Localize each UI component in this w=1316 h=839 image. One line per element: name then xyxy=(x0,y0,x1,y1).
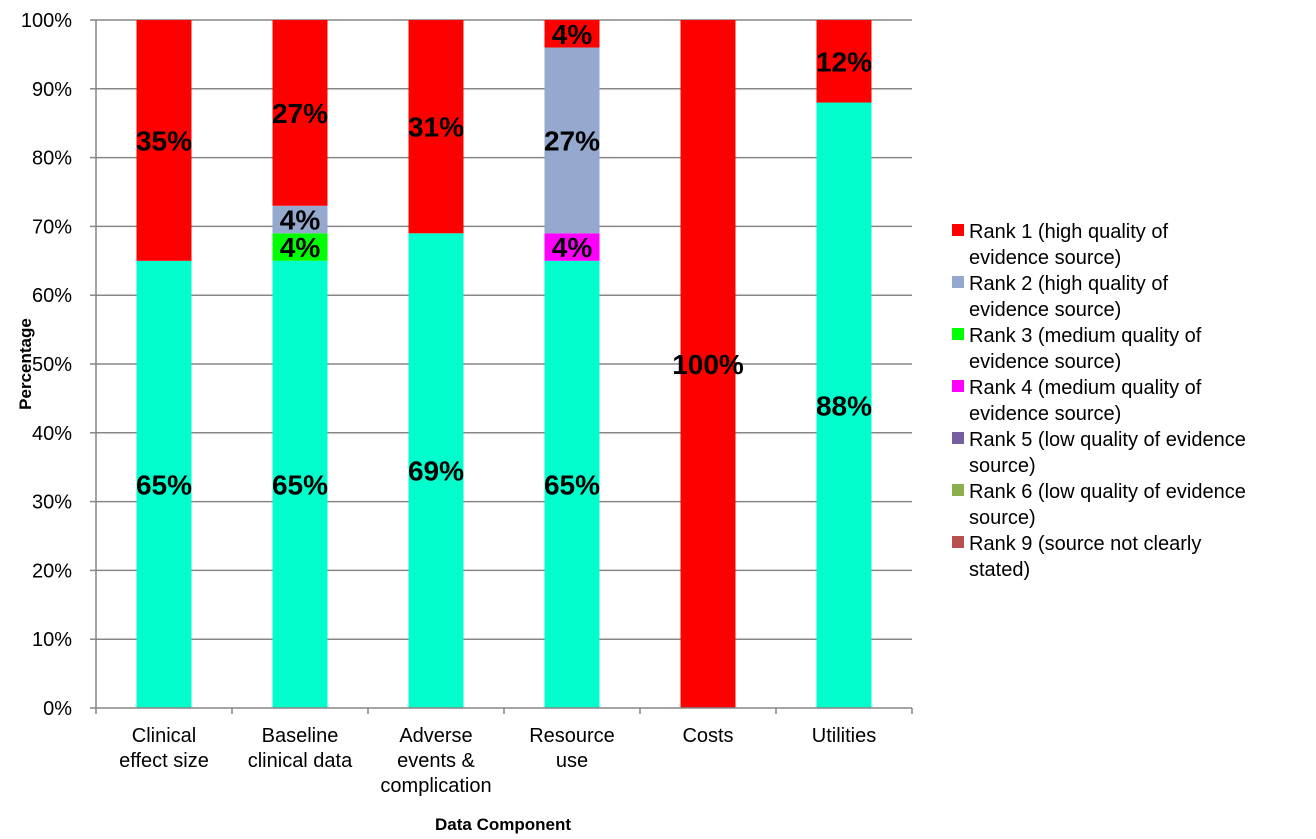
bar-segment xyxy=(544,260,600,708)
bar-segment xyxy=(136,260,192,708)
legend-item: Rank 3 (medium quality of evidence sourc… xyxy=(952,323,1312,375)
legend-swatch xyxy=(952,224,964,236)
data-label: 12% xyxy=(816,46,872,77)
x-category-label: Clinical effect size xyxy=(119,725,209,772)
data-label: 4% xyxy=(280,205,321,236)
data-labels: 65%35%65%4%4%27%69%31%65%4%27%4%100%88%1… xyxy=(136,19,872,501)
bar-segment xyxy=(136,20,192,261)
y-tick-label: 70% xyxy=(32,216,72,238)
y-tick-label: 40% xyxy=(32,423,72,445)
legend-item: Rank 2 (high quality of evidence source) xyxy=(952,271,1312,323)
y-tick-label: 20% xyxy=(32,560,72,582)
legend-label: Rank 6 (low quality of evidence source) xyxy=(969,481,1246,529)
x-category-label: Adverse events & complication xyxy=(380,725,491,797)
legend-label: Rank 4 (medium quality of evidence sourc… xyxy=(969,377,1202,425)
data-label: 88% xyxy=(816,390,872,421)
bar-segment xyxy=(408,20,464,234)
y-tick-label: 0% xyxy=(43,698,72,720)
legend-item: Rank 5 (low quality of evidence source) xyxy=(952,427,1312,479)
legend-swatch xyxy=(952,484,964,496)
y-tick-label: 100% xyxy=(21,10,72,32)
data-label: 27% xyxy=(544,125,600,156)
data-label: 4% xyxy=(280,232,321,263)
data-label: 4% xyxy=(552,232,593,263)
data-label: 35% xyxy=(136,125,192,156)
data-label: 31% xyxy=(408,112,464,143)
legend-label: Rank 2 (high quality of evidence source) xyxy=(969,273,1169,321)
y-tick-label: 60% xyxy=(32,285,72,307)
data-label: 100% xyxy=(672,349,744,380)
y-tick-label: 10% xyxy=(32,629,72,651)
gridlines xyxy=(96,19,912,640)
legend-label: Rank 9 (source not clearly stated) xyxy=(969,533,1202,581)
legend-item: Rank 1 (high quality of evidence source) xyxy=(952,219,1312,271)
data-label: 65% xyxy=(136,469,192,500)
x-category-label: Costs xyxy=(682,725,733,747)
data-label: 27% xyxy=(272,98,328,129)
axes xyxy=(90,19,913,714)
data-label: 65% xyxy=(272,469,328,500)
bar-segment xyxy=(544,20,600,48)
legend-swatch xyxy=(952,276,964,288)
y-tick-label: 30% xyxy=(32,492,72,514)
data-label: 65% xyxy=(544,469,600,500)
legend-item: Rank 6 (low quality of evidence source) xyxy=(952,479,1312,531)
y-tick-labels: 0% 10% 20% 30% 40% 50% 60% 70% 80% 90% 100% xyxy=(21,10,72,720)
bar-segment xyxy=(816,102,872,708)
legend-item: Rank 9 (source not clearly stated) xyxy=(952,531,1312,583)
bar-segment xyxy=(272,260,328,708)
legend-item: Rank 4 (medium quality of evidence sourc… xyxy=(952,375,1312,427)
x-category-labels: Clinical effect size Baseline clinical data… xyxy=(119,725,876,797)
chart-legend: Rank 1 (high quality of evidence source)… xyxy=(952,219,1312,583)
x-category-label: Utilities xyxy=(812,725,876,747)
bar-segment xyxy=(680,20,736,708)
x-axis-title: Data Component xyxy=(435,815,571,834)
legend-swatch xyxy=(952,432,964,444)
bar-segment xyxy=(272,20,328,206)
legend-label: Rank 5 (low quality of evidence source) xyxy=(969,429,1246,477)
y-axis-title: Percentage xyxy=(16,318,35,410)
y-tick-label: 80% xyxy=(32,148,72,170)
x-category-label: Resource use xyxy=(529,725,615,772)
legend-swatch xyxy=(952,380,964,392)
bar-segment xyxy=(272,233,328,261)
y-tick-label: 90% xyxy=(32,79,72,101)
legend-label: Rank 1 (high quality of evidence source) xyxy=(969,221,1169,269)
bar-segment xyxy=(544,47,600,234)
bar-segment xyxy=(408,233,464,708)
data-label: 4% xyxy=(552,19,593,50)
y-tick-label: 50% xyxy=(32,354,72,376)
bar-segment xyxy=(272,205,328,234)
x-category-label: Baseline clinical data xyxy=(248,725,353,772)
legend-swatch xyxy=(952,328,964,340)
bars xyxy=(136,20,872,708)
data-label: 69% xyxy=(408,456,464,487)
bar-segment xyxy=(544,233,600,261)
legend-label: Rank 3 (medium quality of evidence sourc… xyxy=(969,325,1202,373)
bar-segment xyxy=(816,20,872,103)
legend-swatch xyxy=(952,536,964,548)
